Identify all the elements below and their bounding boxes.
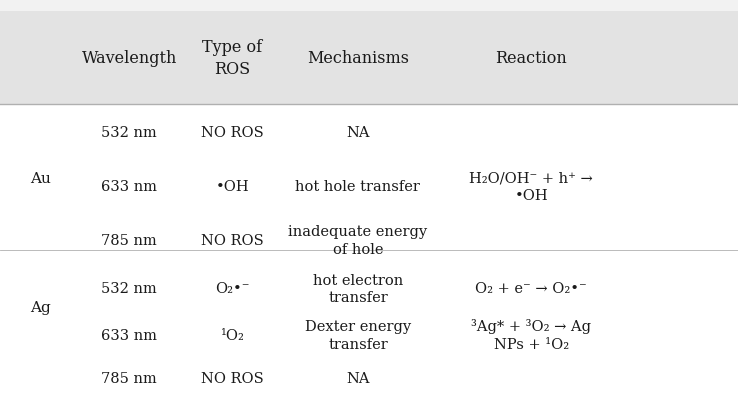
Bar [0, 12, 738, 104]
Text: O₂ + e⁻ → O₂•⁻: O₂ + e⁻ → O₂•⁻ [475, 282, 587, 296]
Text: NA: NA [346, 126, 370, 139]
Text: 633 nm: 633 nm [101, 180, 157, 193]
Text: Dexter energy
transfer: Dexter energy transfer [305, 319, 411, 351]
Text: Ag: Ag [30, 300, 51, 314]
Text: •OH: •OH [215, 180, 249, 193]
Text: ³Ag* + ³O₂ → Ag
NPs + ¹O₂: ³Ag* + ³O₂ → Ag NPs + ¹O₂ [472, 318, 591, 351]
Text: Mechanisms: Mechanisms [307, 50, 409, 67]
Text: Type of
ROS: Type of ROS [202, 38, 263, 78]
Text: NA: NA [346, 371, 370, 385]
Text: 532 nm: 532 nm [101, 126, 157, 139]
Text: inadequate energy
of hole: inadequate energy of hole [289, 225, 427, 257]
Text: H₂O/OH⁻ + h⁺ →
•OH: H₂O/OH⁻ + h⁺ → •OH [469, 170, 593, 203]
Text: 785 nm: 785 nm [101, 371, 157, 385]
Text: NO ROS: NO ROS [201, 371, 264, 385]
Text: Reaction: Reaction [495, 50, 568, 67]
Text: Wavelength: Wavelength [81, 50, 177, 67]
Text: ¹O₂: ¹O₂ [221, 328, 244, 342]
Text: NO ROS: NO ROS [201, 234, 264, 247]
Text: hot electron
transfer: hot electron transfer [313, 273, 403, 305]
Text: Au: Au [30, 172, 51, 185]
Text: 633 nm: 633 nm [101, 328, 157, 342]
Text: O₂•⁻: O₂•⁻ [215, 282, 249, 296]
Text: NO ROS: NO ROS [201, 126, 264, 139]
Text: 785 nm: 785 nm [101, 234, 157, 247]
Text: 532 nm: 532 nm [101, 282, 157, 296]
Text: hot hole transfer: hot hole transfer [295, 180, 421, 193]
Bar [0, 104, 738, 401]
